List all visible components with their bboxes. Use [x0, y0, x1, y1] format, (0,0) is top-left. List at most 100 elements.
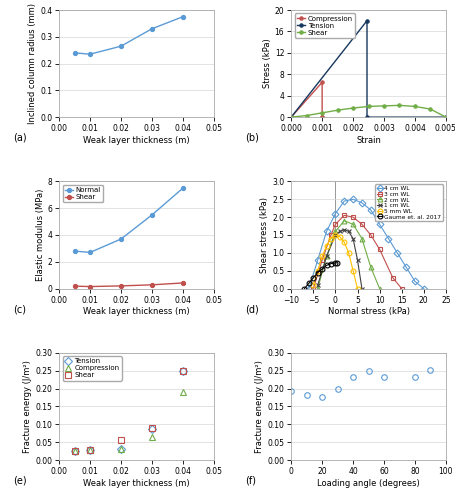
5 mm WL	[328, 236, 334, 242]
Line: 3 cm WL: 3 cm WL	[311, 213, 404, 291]
4 cm WL	[404, 264, 409, 270]
3 cm WL	[342, 212, 347, 218]
2 cm WL	[359, 236, 364, 242]
Normal	[149, 212, 155, 218]
Shear	[72, 448, 77, 454]
1 cm WL	[359, 286, 364, 292]
Shear	[72, 283, 77, 289]
Shear	[118, 283, 124, 289]
Text: (c): (c)	[13, 304, 26, 314]
4 cm WL	[350, 196, 356, 202]
Text: (b): (b)	[245, 132, 258, 142]
Legend: Compression, Tension, Shear: Compression, Tension, Shear	[295, 14, 355, 38]
Y-axis label: Stress (kPa): Stress (kPa)	[263, 38, 272, 88]
Gaume et. al. 2017	[302, 286, 307, 292]
Compression	[149, 434, 155, 440]
4 cm WL	[412, 278, 418, 284]
Compression	[180, 389, 186, 395]
Line: Compression: Compression	[289, 80, 324, 119]
X-axis label: Loading angle (degrees): Loading angle (degrees)	[317, 478, 420, 488]
Line: Tension: Tension	[72, 368, 186, 454]
Compression	[320, 114, 325, 120]
X-axis label: Weak layer thickness (m): Weak layer thickness (m)	[83, 136, 190, 145]
Gaume et. al. 2017	[311, 275, 316, 281]
Y-axis label: Fracture energy (J/m²): Fracture energy (J/m²)	[255, 360, 264, 453]
2 cm WL	[324, 254, 329, 260]
4 cm WL	[421, 286, 426, 292]
Shear	[149, 282, 155, 288]
Gaume et. al. 2017	[334, 260, 339, 266]
Gaume et. al. 2017	[328, 260, 334, 266]
Gaume et. al. 2017	[319, 266, 325, 272]
4 cm WL	[333, 210, 338, 216]
X-axis label: Weak layer thickness (m): Weak layer thickness (m)	[83, 308, 190, 316]
Tension	[72, 448, 77, 454]
Shear	[288, 114, 294, 120]
3 cm WL	[399, 286, 404, 292]
3 cm WL	[311, 286, 316, 292]
2 cm WL	[377, 286, 382, 292]
2 cm WL	[368, 264, 374, 270]
Compression	[319, 80, 325, 86]
Line: Normal: Normal	[72, 186, 185, 254]
Gaume et. al. 2017	[315, 270, 320, 276]
Y-axis label: Shear stress (kPa): Shear stress (kPa)	[260, 197, 269, 273]
Compression	[72, 448, 77, 454]
Text: (d): (d)	[245, 304, 258, 314]
Line: Tension: Tension	[289, 19, 448, 119]
Shear	[381, 103, 387, 109]
5 mm WL	[333, 232, 338, 238]
Line: 2 cm WL: 2 cm WL	[315, 218, 382, 291]
1 cm WL	[350, 236, 356, 242]
Text: (a): (a)	[13, 132, 26, 142]
Line: Gaume et. al. 2017: Gaume et. al. 2017	[302, 260, 339, 291]
4 cm WL	[324, 228, 329, 234]
Line: 5 mm WL: 5 mm WL	[311, 232, 360, 291]
Y-axis label: Fracture energy (J/m²): Fracture energy (J/m²)	[23, 360, 32, 453]
Shear	[180, 368, 186, 374]
4 cm WL	[315, 257, 320, 263]
Tension	[443, 114, 449, 120]
Shear	[350, 105, 356, 111]
5 mm WL	[337, 234, 343, 240]
Line: Shear: Shear	[72, 281, 185, 288]
X-axis label: Normal stress (kPa): Normal stress (kPa)	[328, 308, 410, 316]
Tension	[180, 368, 186, 374]
4 cm WL	[359, 200, 364, 206]
Shear	[319, 110, 325, 116]
5 mm WL	[315, 268, 320, 274]
5 mm WL	[355, 286, 360, 292]
1 cm WL	[342, 226, 347, 232]
Legend: Normal, Shear: Normal, Shear	[63, 185, 103, 202]
3 cm WL	[333, 222, 338, 228]
Normal	[87, 250, 93, 256]
2 cm WL	[315, 286, 320, 292]
Shear	[180, 280, 186, 286]
1 cm WL	[315, 282, 320, 288]
X-axis label: Weak layer thickness (m): Weak layer thickness (m)	[83, 478, 190, 488]
5 mm WL	[319, 254, 325, 260]
5 mm WL	[350, 268, 356, 274]
1 cm WL	[333, 232, 338, 238]
1 cm WL	[337, 228, 343, 234]
Line: Shear: Shear	[289, 104, 448, 119]
Normal	[72, 248, 77, 254]
Compression	[288, 114, 294, 120]
Gaume et. al. 2017	[306, 280, 312, 286]
4 cm WL	[368, 207, 374, 213]
4 cm WL	[342, 198, 347, 204]
Shear	[428, 106, 433, 112]
2 cm WL	[350, 222, 356, 228]
Line: Compression: Compression	[72, 390, 186, 454]
Shear	[443, 114, 449, 120]
Shear	[87, 448, 93, 454]
Shear	[335, 107, 340, 113]
Tension	[364, 114, 370, 120]
Shear	[397, 102, 402, 108]
Text: (f): (f)	[245, 476, 256, 486]
Gaume et. al. 2017	[333, 260, 338, 266]
Gaume et. al. 2017	[324, 262, 329, 268]
4 cm WL	[386, 236, 391, 242]
Legend: Tension, Compression, Shear: Tension, Compression, Shear	[63, 356, 121, 380]
1 cm WL	[355, 257, 360, 263]
